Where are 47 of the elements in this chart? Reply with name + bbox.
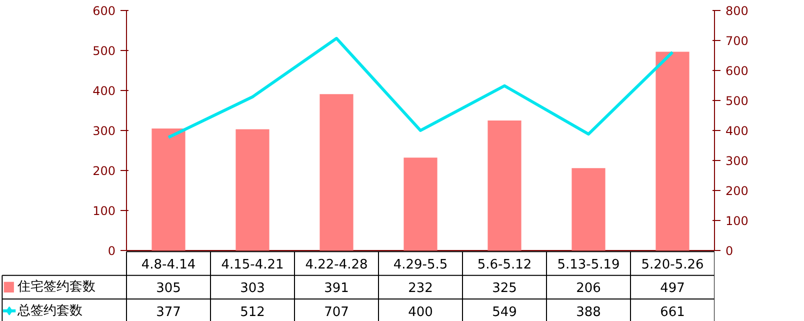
data-label: 377 [156, 304, 181, 320]
x-tick-label: 5.13-5.19 [557, 257, 620, 272]
data-label: 497 [660, 281, 685, 296]
y-tick-label: 500 [92, 44, 116, 58]
y2-tick-label: 100 [726, 214, 748, 228]
y-tick-label: 0 [108, 244, 116, 258]
data-label: 325 [492, 281, 517, 296]
bar [404, 158, 438, 250]
bar [656, 52, 690, 250]
bar [152, 128, 186, 250]
bar [236, 129, 270, 250]
y-tick-label: 100 [92, 204, 116, 218]
bar [488, 120, 522, 250]
bar [320, 94, 354, 250]
y-tick-label: 600 [92, 4, 116, 18]
y2-tick-label: 400 [726, 124, 748, 138]
data-label: 707 [324, 304, 349, 320]
y2-tick-label: 500 [726, 94, 748, 108]
x-tick-label: 5.20-5.26 [641, 257, 704, 272]
data-label: 206 [576, 281, 601, 296]
y2-tick-label: 600 [726, 64, 748, 78]
x-tick-label: 5.6-5.12 [477, 257, 532, 272]
y-tick-label: 300 [92, 124, 116, 138]
y2-tick-label: 300 [726, 154, 748, 168]
data-label: 400 [408, 304, 433, 320]
legend-label: 住宅签约套数 [16, 278, 96, 295]
y2-tick-label: 700 [726, 34, 748, 48]
data-label: 391 [324, 281, 349, 296]
x-tick-label: 4.8-4.14 [141, 257, 196, 272]
data-label: 305 [156, 281, 181, 296]
x-tick-label: 4.15-4.21 [221, 257, 284, 272]
bar [572, 168, 606, 250]
y-tick-label: 400 [92, 84, 116, 98]
data-label: 549 [492, 304, 517, 320]
data-label: 512 [240, 304, 265, 320]
x-tick-label: 4.22-4.28 [305, 257, 368, 272]
line-series [167, 36, 674, 139]
data-label: 303 [240, 281, 265, 296]
y2-tick-label: 0 [726, 244, 734, 258]
data-label: 232 [408, 281, 433, 296]
y2-tick-label: 800 [726, 4, 748, 18]
y-tick-label: 200 [92, 164, 116, 178]
data-label: 661 [660, 304, 685, 320]
legend-label: 总签约套数 [16, 303, 82, 318]
y2-tick-label: 200 [726, 184, 748, 198]
data-label: 388 [576, 304, 601, 320]
x-tick-label: 4.29-5.5 [393, 257, 448, 272]
